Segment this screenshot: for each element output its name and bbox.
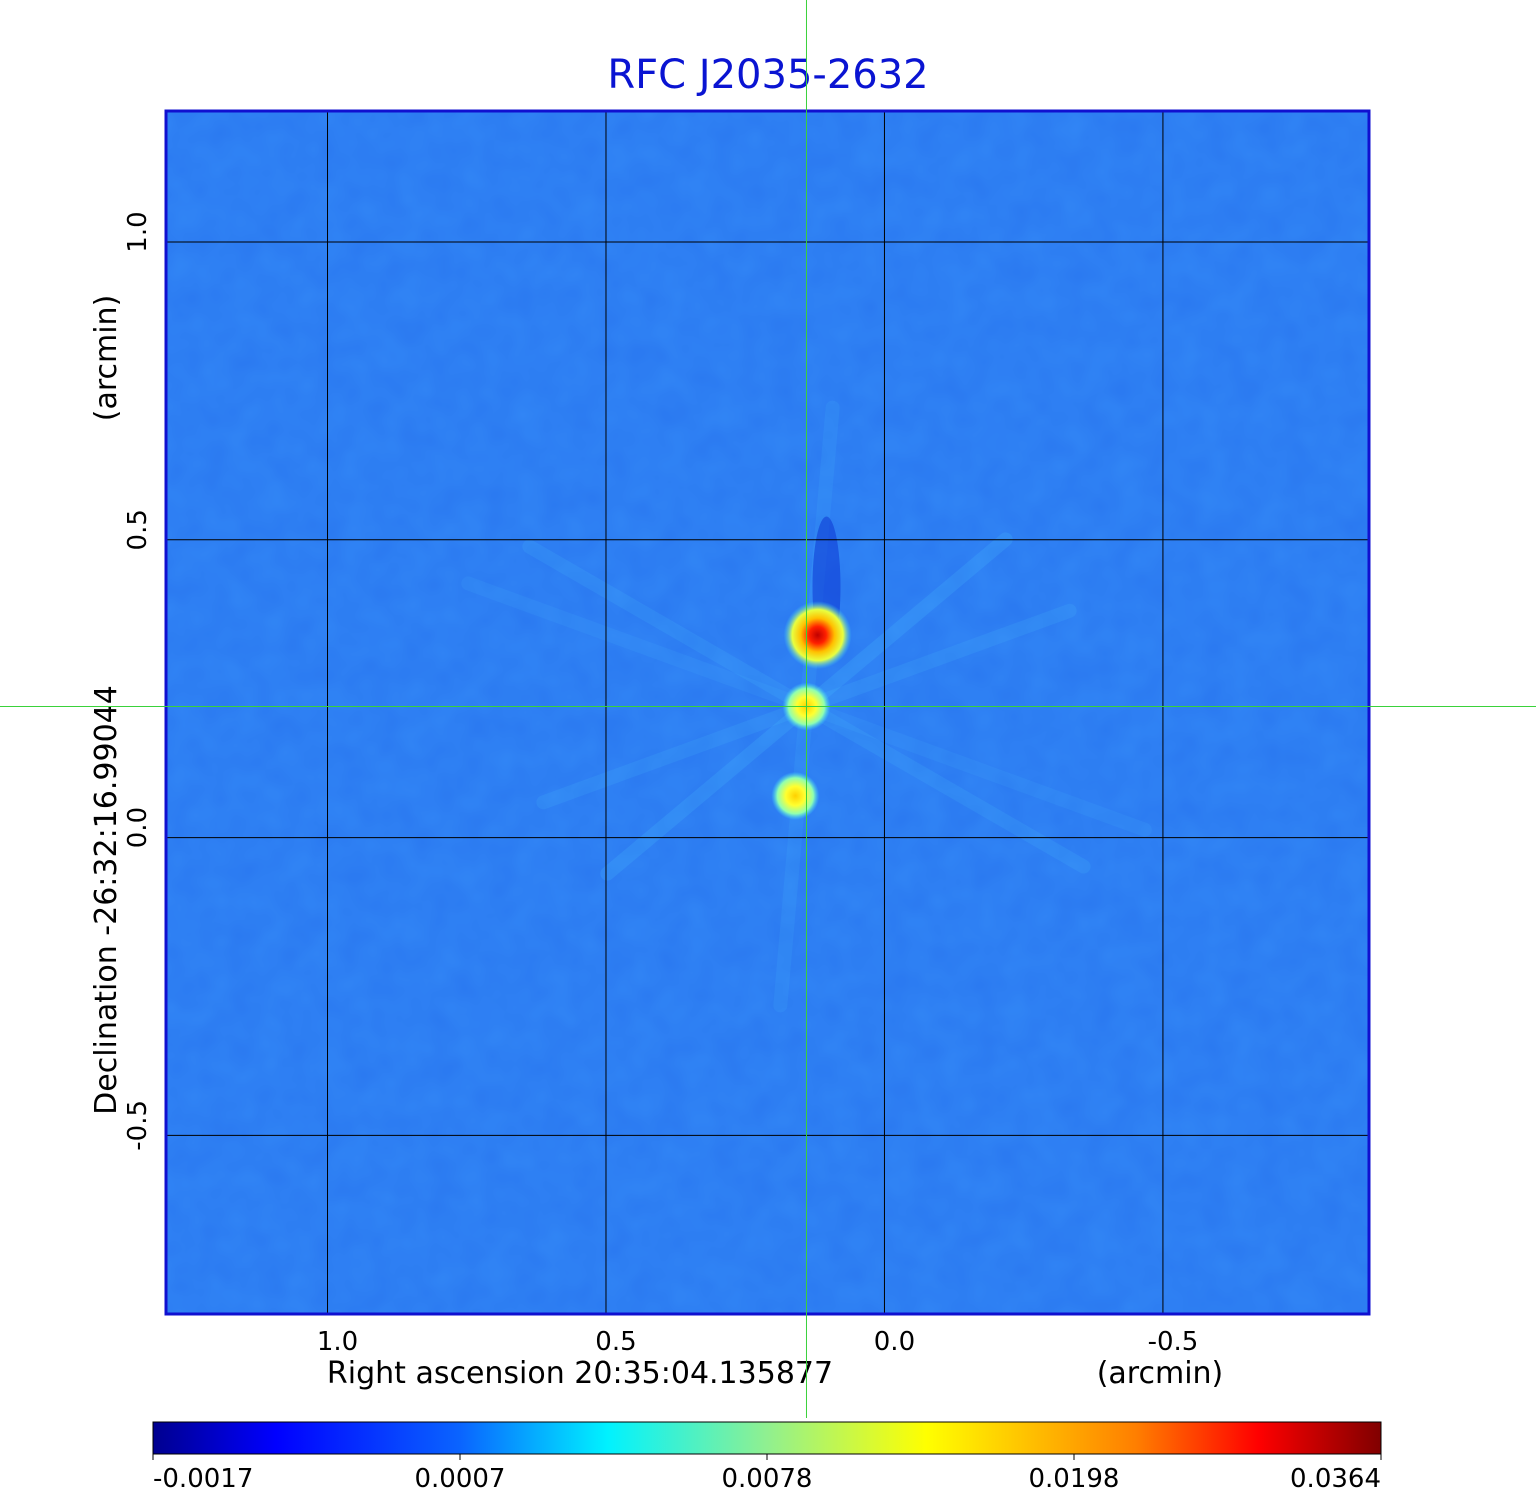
x-tick-label: -0.5: [1148, 1327, 1199, 1357]
plot-frame: [164, 109, 1371, 1316]
x-tick-label: 0.5: [595, 1327, 636, 1357]
y-axis-unit: (arcmin): [89, 295, 124, 422]
colorbar-tick-labels: -0.0017 0.0007 0.0078 0.0198 0.0364: [152, 1454, 1382, 1494]
map-noise: [166, 111, 1369, 1314]
colorbar-tick-label: 0.0007: [415, 1464, 506, 1494]
y-tick-label: 1.0: [123, 211, 153, 252]
crosshair: [0, 0, 1536, 1418]
x-tick-labels: 1.0 0.5 0.0 -0.5: [317, 1327, 1198, 1357]
y-tick-label: -0.5: [123, 1100, 153, 1151]
colorbar: [152, 1421, 1382, 1455]
x-tick-label: 1.0: [317, 1327, 358, 1357]
x-axis-unit: (arcmin): [1097, 1356, 1224, 1391]
chart-title: RFC J2035-2632: [607, 52, 929, 98]
grid: [166, 111, 1369, 1314]
heatmap: [166, 111, 1369, 1314]
source-3: [771, 771, 820, 820]
colorbar-tick-label: 0.0078: [722, 1464, 813, 1494]
colorbar-tick-label: -0.0017: [153, 1464, 253, 1494]
y-tick-labels: 1.0 0.5 0.0 -0.5: [123, 211, 153, 1150]
y-axis-label: Declination -26:32:16.99044: [89, 685, 124, 1115]
x-axis-label: Right ascension 20:35:04.135877: [327, 1356, 833, 1391]
colorbar-tick-label: 0.0364: [1290, 1464, 1381, 1494]
radio-sources: [771, 601, 852, 820]
y-tick-label: 0.5: [123, 509, 153, 550]
colorbar-tick-label: 0.0198: [1029, 1464, 1120, 1494]
x-tick-label: 0.0: [874, 1327, 915, 1357]
y-tick-label: 0.0: [123, 807, 153, 848]
source-1: [783, 601, 852, 670]
